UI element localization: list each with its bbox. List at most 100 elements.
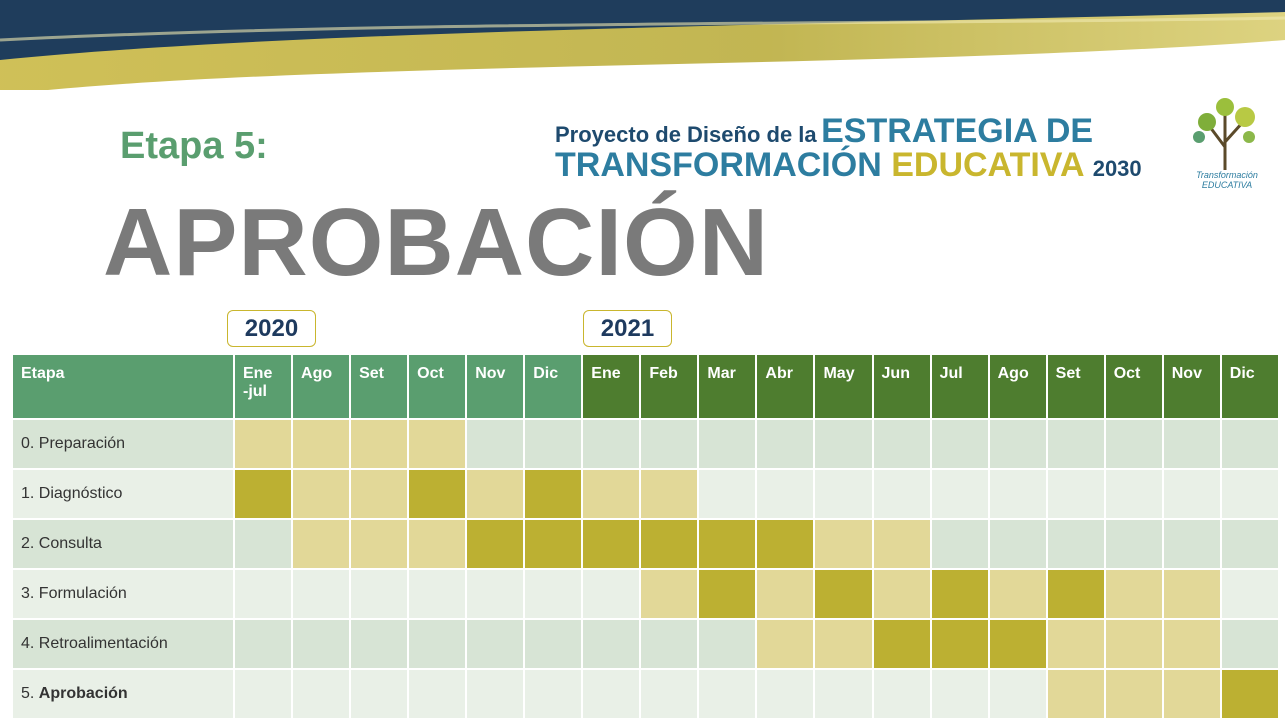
schedule-cell xyxy=(351,620,409,670)
schedule-cell xyxy=(932,570,990,620)
schedule-cell xyxy=(525,670,583,720)
year-label: 2020 xyxy=(227,310,316,347)
schedule-cell xyxy=(583,570,641,620)
header-cell: Feb xyxy=(641,355,699,420)
schedule-cell xyxy=(641,620,699,670)
stage-number: 1. xyxy=(21,485,34,503)
header-cell: Abr xyxy=(757,355,815,420)
schedule-cell xyxy=(467,520,525,570)
stage-text: Formulación xyxy=(39,585,127,603)
stage-number: 4. xyxy=(21,635,34,653)
schedule-cell xyxy=(293,670,351,720)
schedule-cell xyxy=(1222,670,1280,720)
schedule-cell xyxy=(815,570,873,620)
schedule-cell xyxy=(467,570,525,620)
stage-title: APROBACIÓN xyxy=(103,188,769,298)
schedule-cell xyxy=(583,520,641,570)
schedule-cell xyxy=(467,620,525,670)
schedule-cell xyxy=(699,520,757,570)
schedule-table: EtapaEne -julAgoSetOctNovDicEneFebMarAbr… xyxy=(13,355,1280,720)
table-row: 1. Diagnóstico xyxy=(13,470,1280,520)
schedule-cell xyxy=(467,420,525,470)
project-line: TRANSFORMACIÓN EDUCATIVA 2030 xyxy=(555,146,1142,185)
schedule-cell xyxy=(699,570,757,620)
stage-text: Preparación xyxy=(39,435,125,453)
schedule-cell xyxy=(1222,620,1280,670)
schedule-cell xyxy=(235,670,293,720)
schedule-cell xyxy=(351,670,409,720)
header-cell: Set xyxy=(1048,355,1106,420)
header-cell: Jun xyxy=(874,355,932,420)
schedule-cell xyxy=(932,620,990,670)
stage-name: 4. Retroalimentación xyxy=(13,620,235,670)
header-cell: May xyxy=(815,355,873,420)
stage-number: 3. xyxy=(21,585,34,603)
stage-name: 3. Formulación xyxy=(13,570,235,620)
header-cell: Nov xyxy=(1164,355,1222,420)
table-row: 0. Preparación xyxy=(13,420,1280,470)
table-row: 4. Retroalimentación xyxy=(13,620,1280,670)
schedule-cell xyxy=(583,620,641,670)
schedule-cell xyxy=(1164,520,1222,570)
schedule-cell xyxy=(699,670,757,720)
schedule-cell xyxy=(235,570,293,620)
schedule-cell xyxy=(757,670,815,720)
header-cell: Set xyxy=(351,355,409,420)
schedule-cell xyxy=(1222,520,1280,570)
schedule-cell xyxy=(351,570,409,620)
year-label: 2021 xyxy=(583,310,672,347)
schedule-cell xyxy=(874,670,932,720)
top-banner xyxy=(0,0,1285,90)
stage-text: Aprobación xyxy=(39,685,128,703)
schedule-cell xyxy=(990,420,1048,470)
schedule-cell xyxy=(1048,620,1106,670)
schedule-cell xyxy=(932,420,990,470)
schedule-cell xyxy=(1164,670,1222,720)
schedule-cell xyxy=(293,620,351,670)
schedule-cell xyxy=(874,570,932,620)
schedule-cell xyxy=(815,420,873,470)
schedule-cell xyxy=(583,420,641,470)
schedule-cell xyxy=(1106,620,1164,670)
schedule-cell xyxy=(583,470,641,520)
schedule-cell xyxy=(757,520,815,570)
schedule-cell xyxy=(1048,570,1106,620)
schedule-cell xyxy=(1048,470,1106,520)
header-cell: Oct xyxy=(409,355,467,420)
schedule-cell xyxy=(293,470,351,520)
stage-number: 5. xyxy=(21,685,34,703)
schedule-cell xyxy=(351,420,409,470)
schedule-cell xyxy=(815,470,873,520)
stage-label: Etapa 5: xyxy=(120,125,268,168)
schedule-cell xyxy=(990,620,1048,670)
schedule-cell xyxy=(525,570,583,620)
schedule-cell xyxy=(1222,470,1280,520)
schedule-cell xyxy=(1164,420,1222,470)
schedule-cell xyxy=(641,570,699,620)
slide: {"header":{"stage_label":"Etapa 5:","sta… xyxy=(0,0,1285,721)
schedule-cell xyxy=(1048,670,1106,720)
schedule-cell xyxy=(293,520,351,570)
schedule-cell xyxy=(583,670,641,720)
schedule-cell xyxy=(641,670,699,720)
header-cell: Dic xyxy=(1222,355,1280,420)
table-row: 5. Aprobación xyxy=(13,670,1280,720)
schedule-cell xyxy=(235,520,293,570)
schedule-cell xyxy=(351,520,409,570)
schedule-cell xyxy=(699,420,757,470)
schedule-cell xyxy=(409,520,467,570)
schedule-cell xyxy=(874,420,932,470)
header-cell: Dic xyxy=(525,355,583,420)
stage-name: 2. Consulta xyxy=(13,520,235,570)
schedule-cell xyxy=(757,470,815,520)
schedule-cell xyxy=(235,620,293,670)
schedule-cell xyxy=(1106,670,1164,720)
table-row: 3. Formulación xyxy=(13,570,1280,620)
schedule-cell xyxy=(351,470,409,520)
schedule-cell xyxy=(641,470,699,520)
schedule-cell xyxy=(990,470,1048,520)
project-text: ESTRATEGIA DE xyxy=(821,112,1093,150)
stage-text: Retroalimentación xyxy=(39,635,168,653)
schedule-cell xyxy=(1164,620,1222,670)
schedule-cell xyxy=(990,520,1048,570)
